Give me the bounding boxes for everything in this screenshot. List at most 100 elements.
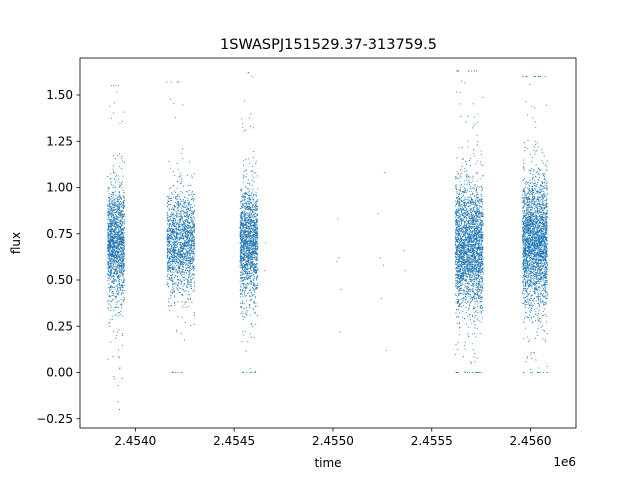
data-point	[244, 271, 246, 273]
data-point	[111, 253, 113, 255]
data-point	[112, 155, 114, 157]
data-point	[170, 98, 172, 100]
data-point	[108, 201, 110, 203]
data-point	[248, 306, 250, 309]
data-point	[243, 316, 245, 318]
data-point	[186, 211, 188, 213]
data-point	[121, 210, 123, 212]
data-point	[178, 175, 180, 177]
data-point	[167, 238, 170, 240]
data-point	[243, 278, 246, 280]
data-point	[252, 264, 254, 266]
data-point	[244, 219, 247, 221]
data-point	[109, 224, 111, 226]
data-point	[177, 267, 179, 269]
data-point	[111, 286, 113, 289]
data-point	[246, 284, 248, 286]
data-point	[184, 228, 186, 230]
data-point	[167, 269, 169, 271]
data-point	[108, 198, 110, 200]
data-point	[113, 278, 115, 280]
data-point	[176, 187, 178, 189]
data-point	[251, 185, 253, 187]
data-point	[253, 277, 255, 279]
data-point	[109, 219, 111, 221]
data-point	[188, 246, 190, 248]
data-point	[183, 282, 185, 284]
data-point	[188, 263, 190, 265]
data-point	[240, 246, 242, 248]
data-point	[189, 233, 191, 235]
data-point	[250, 274, 252, 276]
data-point	[119, 215, 121, 217]
data-point	[182, 289, 184, 291]
data-point	[121, 217, 124, 219]
data-point	[176, 255, 178, 257]
data-point	[255, 252, 257, 254]
data-point	[119, 244, 121, 246]
data-point	[115, 247, 117, 250]
data-point	[242, 246, 244, 248]
data-point	[110, 228, 112, 230]
data-point	[252, 260, 254, 262]
data-point	[252, 200, 254, 202]
data-point	[193, 257, 195, 259]
data-point	[119, 205, 121, 207]
data-point	[183, 280, 185, 282]
data-point	[119, 196, 121, 198]
data-point	[193, 239, 195, 241]
data-point	[109, 263, 111, 265]
data-point	[121, 250, 123, 252]
data-point	[112, 197, 115, 199]
data-point	[187, 256, 189, 258]
data-point	[179, 292, 181, 294]
data-point	[112, 294, 114, 296]
data-point	[120, 216, 122, 218]
data-point	[112, 205, 114, 207]
data-point	[244, 243, 246, 245]
data-point	[120, 184, 122, 187]
data-point	[242, 289, 244, 291]
data-point	[244, 272, 246, 275]
data-point	[122, 247, 124, 249]
data-point	[121, 293, 123, 296]
data-point	[115, 239, 117, 241]
data-point	[121, 344, 124, 346]
data-point	[168, 215, 171, 217]
data-point	[188, 262, 190, 264]
data-point	[177, 281, 179, 284]
data-point	[191, 268, 193, 270]
data-point	[174, 232, 176, 234]
data-point	[176, 252, 178, 254]
data-point	[256, 265, 258, 267]
data-point	[118, 357, 120, 359]
data-point	[169, 264, 171, 267]
data-point	[112, 247, 114, 250]
data-point	[471, 198, 473, 200]
data-point	[111, 245, 113, 247]
data-point	[189, 285, 191, 287]
data-point	[253, 177, 255, 179]
data-point	[241, 294, 243, 296]
data-point	[111, 214, 114, 216]
data-point	[242, 226, 244, 228]
data-point	[247, 283, 249, 285]
data-point	[190, 276, 192, 278]
data-point	[252, 217, 254, 219]
data-point	[116, 218, 118, 220]
data-point	[251, 175, 253, 177]
data-point	[122, 272, 124, 274]
data-point	[123, 213, 125, 215]
data-point	[192, 251, 195, 253]
data-point	[190, 268, 192, 271]
data-point	[256, 253, 259, 255]
data-point	[251, 197, 253, 199]
data-point	[186, 286, 188, 288]
data-point	[110, 240, 112, 242]
data-point	[169, 230, 171, 232]
data-point	[120, 244, 122, 246]
data-point	[112, 224, 114, 226]
data-point	[255, 172, 257, 174]
data-point	[114, 225, 116, 228]
data-point	[250, 219, 252, 221]
